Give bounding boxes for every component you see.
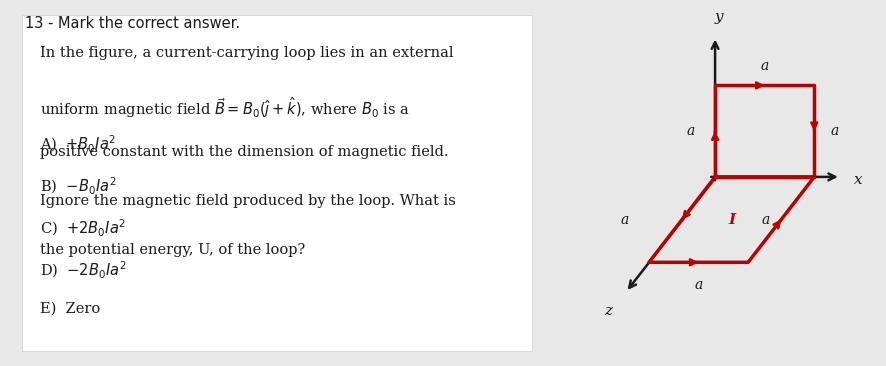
Text: I: I: [727, 213, 734, 227]
Text: z: z: [604, 305, 612, 318]
Text: A)  $+B_0Ia^2$: A) $+B_0Ia^2$: [40, 134, 116, 155]
Text: D)  $-2B_0Ia^2$: D) $-2B_0Ia^2$: [40, 260, 127, 281]
Text: In the figure, a current-carrying loop lies in an external: In the figure, a current-carrying loop l…: [40, 46, 453, 60]
Text: a: a: [760, 213, 769, 227]
FancyBboxPatch shape: [22, 15, 532, 351]
Text: 13 - Mark the correct answer.: 13 - Mark the correct answer.: [25, 16, 240, 31]
Text: positive constant with the dimension of magnetic field.: positive constant with the dimension of …: [40, 145, 448, 158]
Text: Ignore the magnetic field produced by the loop. What is: Ignore the magnetic field produced by th…: [40, 194, 455, 208]
Text: a: a: [759, 59, 768, 73]
Text: a: a: [694, 277, 702, 292]
Text: the potential energy, U, of the loop?: the potential energy, U, of the loop?: [40, 243, 305, 257]
Text: a: a: [620, 213, 628, 227]
Text: a: a: [687, 124, 695, 138]
Text: a: a: [830, 124, 838, 138]
Text: C)  $+2B_0Ia^2$: C) $+2B_0Ia^2$: [40, 218, 126, 239]
Text: uniform magnetic field $\vec{B} = B_0(\hat{\jmath} + \hat{k})$, where $B_0$ is a: uniform magnetic field $\vec{B} = B_0(\h…: [40, 95, 409, 120]
Text: E)  Zero: E) Zero: [40, 302, 100, 316]
Text: B)  $-B_0Ia^2$: B) $-B_0Ia^2$: [40, 176, 116, 197]
Text: x: x: [853, 173, 861, 187]
Text: y: y: [713, 10, 722, 25]
